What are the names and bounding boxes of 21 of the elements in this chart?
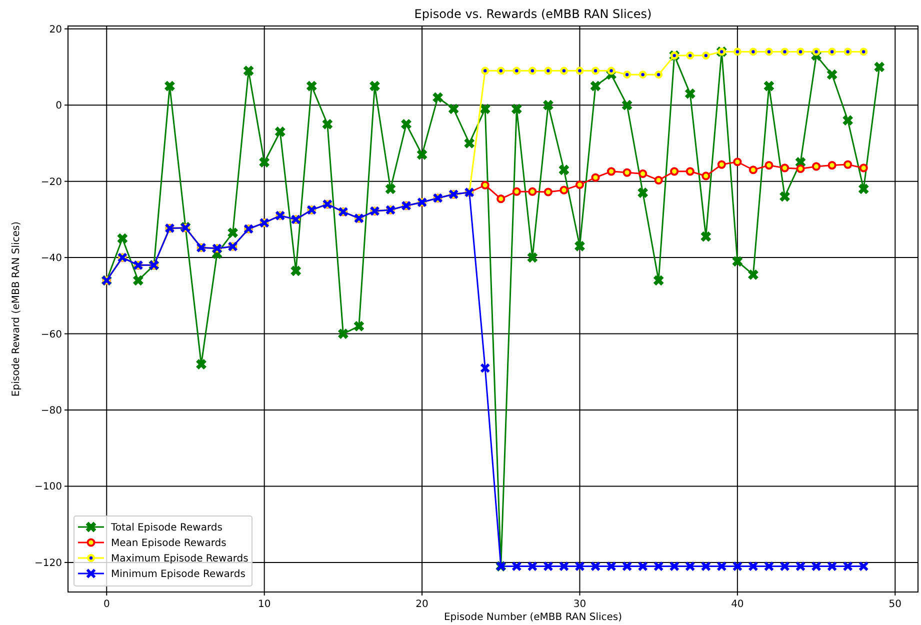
y-tick-label: −120 (34, 558, 62, 569)
y-tick-label: −80 (40, 406, 62, 417)
y-tick-label: −100 (34, 482, 62, 493)
chart-title: Episode vs. Rewards (eMBB RAN Slices) (414, 7, 652, 21)
y-tick-label: −40 (40, 253, 62, 264)
x-axis-title: Episode Number (eMBB RAN Slices) (444, 612, 622, 623)
x-tick-label: 30 (573, 599, 586, 610)
x-tick-label: 20 (416, 599, 428, 610)
x-tick-label: 40 (731, 599, 744, 610)
y-tick-label: 0 (56, 100, 62, 112)
y-axis-title: Episode Reward (eMBB RAN Slices) (11, 221, 22, 397)
legend-label: Minimum Episode Rewards (111, 569, 246, 580)
x-tick-label: 50 (888, 599, 902, 610)
y-tick-label: 20 (49, 24, 62, 36)
y-tick-label: −60 (40, 329, 62, 340)
x-tick-label: 0 (103, 599, 110, 610)
legend-label: Mean Episode Rewards (111, 538, 226, 549)
legend-label: Total Episode Rewards (110, 522, 222, 534)
x-tick-label: 10 (258, 599, 271, 610)
legend-label: Maximum Episode Rewards (111, 554, 248, 564)
y-tick-label: −20 (40, 176, 62, 188)
